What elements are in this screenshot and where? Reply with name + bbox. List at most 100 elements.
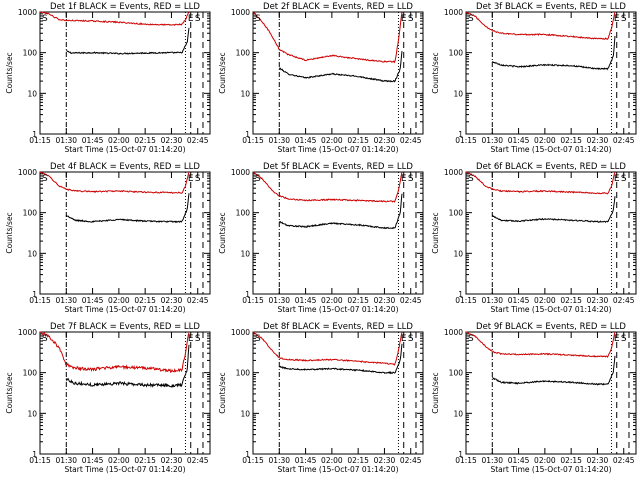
x-tick-label: 01:30 (481, 136, 503, 145)
time-marker-label: S (195, 334, 201, 344)
plot-frame (465, 331, 637, 455)
panel-title: Det 7f BLACK = Events, RED = LLD (50, 322, 200, 332)
y-tick-label: 100 (449, 369, 464, 378)
x-tick-label: 01:15 (242, 296, 264, 305)
x-tick-label: 01:45 (82, 296, 104, 305)
x-tick-label: 02:30 (374, 456, 396, 465)
plot-frame (465, 11, 637, 135)
y-tick-label: 100 (449, 209, 464, 218)
plot-frame (39, 171, 211, 295)
plot-frame (252, 11, 424, 135)
y-axis-label: Counts/sec (218, 52, 227, 93)
x-tick-label: 02:30 (161, 136, 183, 145)
detector-panel: Det 8f BLACK = Events, RED = LLD 1 10 100 10… (218, 322, 424, 474)
detector-panel: Det 4f BLACK = Events, RED = LLD 1 10 100 10… (5, 162, 211, 314)
lld-series-line (253, 171, 403, 203)
x-tick-label: 01:30 (268, 136, 290, 145)
y-tick-label: 1000 (231, 328, 250, 337)
x-axis-label: Start Time (15-Oct-07 01:14:20) (490, 465, 611, 474)
time-marker-label: S (42, 334, 48, 344)
time-marker-label: S (468, 14, 474, 24)
x-tick-label: 02:15 (560, 136, 582, 145)
y-tick-label: 1000 (444, 328, 463, 337)
events-series-line (278, 343, 403, 375)
x-axis-label: Start Time (15-Oct-07 01:14:20) (277, 145, 398, 154)
y-axis-label: Counts/sec (431, 212, 440, 253)
time-marker-label: E (401, 14, 407, 24)
x-tick-label: 02:00 (534, 456, 556, 465)
time-marker-label: S (195, 14, 201, 24)
lld-series-line (466, 331, 616, 359)
y-tick-label: 1 (458, 450, 463, 459)
x-tick-label: 01:15 (242, 456, 264, 465)
time-marker-label: S (408, 334, 414, 344)
x-tick-label: 02:45 (613, 456, 635, 465)
y-tick-label: 1 (245, 290, 250, 299)
x-axis-label: Start Time (15-Oct-07 01:14:20) (64, 305, 185, 314)
x-tick-label: 02:00 (108, 136, 130, 145)
x-tick-label: 01:30 (55, 136, 77, 145)
x-tick-label: 02:45 (613, 296, 635, 305)
x-tick-label: 01:15 (455, 136, 477, 145)
y-tick-label: 10 (453, 89, 463, 98)
y-tick-label: 100 (23, 369, 38, 378)
time-marker-label: S (468, 334, 474, 344)
y-tick-label: 100 (236, 49, 251, 58)
detector-panel: Det 9f BLACK = Events, RED = LLD 1 10 100 10… (431, 322, 637, 474)
x-tick-label: 02:15 (560, 456, 582, 465)
y-tick-label: 10 (240, 409, 250, 418)
time-marker-label: S (621, 174, 627, 184)
x-tick-label: 01:45 (508, 456, 530, 465)
y-tick-label: 1 (32, 450, 37, 459)
y-tick-label: 100 (236, 209, 251, 218)
time-marker-label: E (401, 334, 407, 344)
x-tick-label: 02:00 (108, 456, 130, 465)
y-tick-label: 10 (27, 249, 37, 258)
time-marker-label: S (621, 334, 627, 344)
x-tick-label: 01:30 (481, 296, 503, 305)
y-tick-label: 1 (245, 130, 250, 139)
lld-series-line (39, 11, 190, 27)
x-tick-label: 01:15 (242, 136, 264, 145)
x-axis-label: Start Time (15-Oct-07 01:14:20) (64, 465, 185, 474)
x-tick-label: 02:15 (347, 456, 369, 465)
x-tick-label: 01:15 (29, 296, 51, 305)
y-tick-label: 10 (453, 249, 463, 258)
events-series-line (65, 344, 190, 388)
events-series-line (65, 193, 190, 224)
x-tick-label: 02:00 (321, 296, 343, 305)
x-tick-label: 02:30 (587, 296, 609, 305)
y-tick-label: 1000 (444, 8, 463, 17)
y-tick-label: 100 (23, 209, 38, 218)
x-tick-label: 01:15 (455, 296, 477, 305)
plot-frame (39, 331, 211, 455)
plot-frame (465, 171, 637, 295)
y-tick-label: 1000 (18, 328, 37, 337)
detector-panel: Det 7f BLACK = Events, RED = LLD 1 10 100 10… (5, 322, 211, 474)
time-marker-label: E (188, 334, 194, 344)
x-tick-label: 02:00 (321, 456, 343, 465)
x-tick-label: 01:45 (295, 456, 317, 465)
panel-title: Det 6f BLACK = Events, RED = LLD (476, 162, 626, 172)
x-tick-label: 01:15 (29, 456, 51, 465)
panel-title: Det 5f BLACK = Events, RED = LLD (263, 162, 413, 172)
y-axis-label: Counts/sec (431, 52, 440, 93)
y-tick-label: 1 (32, 290, 37, 299)
x-axis-label: Start Time (15-Oct-07 01:14:20) (490, 145, 611, 154)
x-tick-label: 02:45 (400, 456, 422, 465)
x-tick-label: 01:45 (295, 296, 317, 305)
x-tick-label: 01:15 (455, 456, 477, 465)
panel-title: Det 9f BLACK = Events, RED = LLD (476, 322, 626, 332)
y-tick-label: 1000 (444, 168, 463, 177)
time-marker-label: S (42, 14, 48, 24)
detector-panel: Det 3f BLACK = Events, RED = LLD 1 10 100 10… (431, 2, 637, 154)
x-tick-label: 02:30 (374, 296, 396, 305)
events-series-line (492, 35, 616, 71)
x-tick-label: 01:30 (55, 296, 77, 305)
events-series-line (66, 27, 190, 55)
x-axis-label: Start Time (15-Oct-07 01:14:20) (277, 465, 398, 474)
x-tick-label: 01:30 (268, 296, 290, 305)
time-marker-label: S (42, 174, 48, 184)
events-series-line (492, 196, 616, 223)
time-marker-label: E (614, 14, 620, 24)
